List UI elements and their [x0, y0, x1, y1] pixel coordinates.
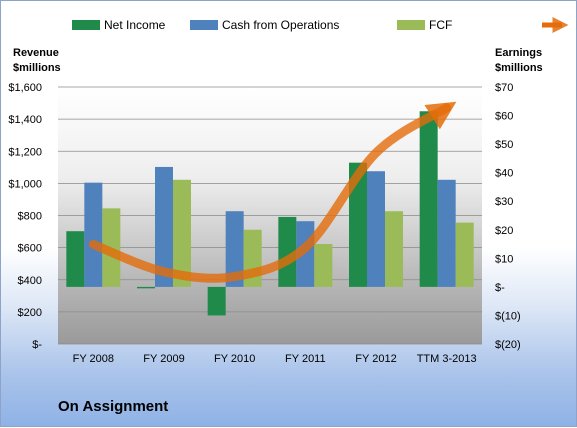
right-axis-title-line2: $millions — [495, 62, 543, 74]
bars-group — [66, 111, 474, 316]
bar-fcf — [173, 179, 191, 287]
axes-group: $- $200 $400 $600 $800 $1,000 $1,200 $1,400 $1,6… — [8, 82, 520, 365]
left-tick-label: $- — [32, 339, 42, 351]
left-tick-label: $600 — [18, 243, 42, 255]
right-tick-label: $60 — [495, 111, 513, 123]
left-axis-title: Revenue $millions — [13, 47, 61, 74]
bar-net-income — [419, 111, 438, 287]
bar-net-income — [207, 286, 226, 316]
bar-cash-from-operations — [367, 171, 385, 287]
category-label: FY 2012 — [355, 353, 396, 365]
right-tick-label: $30 — [495, 196, 513, 208]
category-label: FY 2011 — [285, 353, 326, 365]
right-tick-label: $(10) — [495, 310, 521, 322]
legend-label: Net Income — [104, 18, 166, 32]
left-axis-title-line2: $millions — [13, 62, 61, 74]
bar-cash-from-operations — [225, 211, 244, 287]
gridlines — [58, 86, 482, 345]
right-axis-title: Earnings $millions — [495, 47, 543, 74]
right-tick-label: $- — [495, 282, 505, 294]
category-label: FY 2010 — [214, 353, 255, 365]
right-tick-label: $40 — [495, 168, 513, 180]
right-tick-label: $10 — [495, 253, 513, 265]
left-tick-label: $1,000 — [8, 178, 42, 190]
bar-cash-from-operations — [155, 166, 173, 287]
right-tick-label: $50 — [495, 139, 513, 151]
legend-swatch — [190, 20, 218, 30]
right-tick-label: $(20) — [495, 339, 521, 351]
left-tick-label: $1,200 — [8, 146, 42, 158]
right-tick-label: $70 — [495, 82, 513, 94]
revenue-line — [88, 101, 457, 283]
left-tick-label: $800 — [18, 211, 42, 223]
left-tick-label: $200 — [18, 307, 42, 319]
bar-net-income — [137, 286, 155, 289]
category-label: FY 2009 — [143, 353, 184, 365]
left-axis-title-line1: Revenue — [13, 47, 59, 59]
bar-cash-from-operations — [84, 182, 103, 287]
legend-label: FCF — [429, 18, 452, 32]
bar-cash-from-operations — [437, 179, 456, 287]
bar-fcf — [385, 211, 403, 287]
left-tick-label: $400 — [18, 275, 42, 287]
revenue-line-group — [88, 101, 457, 283]
bar-net-income — [66, 231, 85, 287]
left-tick-label: $1,400 — [8, 114, 42, 126]
right-tick-label: $20 — [495, 225, 513, 237]
left-tick-label: $1,600 — [8, 82, 42, 94]
category-label: FY 2008 — [73, 353, 114, 365]
bar-fcf — [455, 222, 474, 287]
company-name: On Assignment — [58, 398, 169, 415]
right-axis-title-line1: Earnings — [495, 47, 542, 59]
bar-net-income — [278, 216, 297, 287]
bar-net-income — [349, 162, 367, 287]
legend-label: Cash from Operations — [222, 18, 339, 32]
bar-fcf — [314, 244, 333, 287]
category-label: TTM 3-2013 — [417, 353, 477, 365]
legend-swatch — [397, 20, 425, 30]
legend-swatch — [72, 20, 100, 30]
